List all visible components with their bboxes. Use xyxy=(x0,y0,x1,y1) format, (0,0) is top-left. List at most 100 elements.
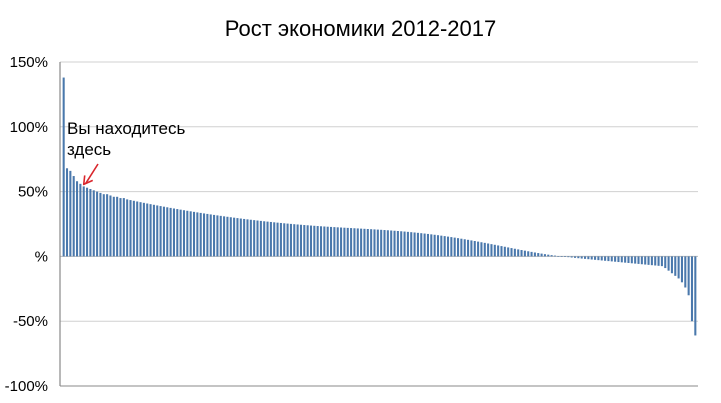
bar xyxy=(306,225,309,257)
bar xyxy=(493,244,496,257)
bar xyxy=(604,256,607,261)
bar xyxy=(594,256,597,260)
bar xyxy=(497,245,500,257)
bar xyxy=(216,215,219,257)
bar xyxy=(597,256,600,261)
bar xyxy=(343,227,346,257)
bar xyxy=(577,256,580,259)
annotation-arrow-shaft xyxy=(85,163,99,184)
bar xyxy=(213,214,216,257)
bar xyxy=(530,251,533,257)
bar xyxy=(116,196,119,257)
y-tick-label: % xyxy=(35,248,48,265)
bar xyxy=(356,228,359,257)
bar xyxy=(366,229,369,257)
bar xyxy=(136,201,139,257)
y-tick-label: 50% xyxy=(18,184,48,201)
bar xyxy=(169,207,172,257)
bar xyxy=(540,253,543,257)
bar xyxy=(309,225,313,257)
bar xyxy=(293,224,296,257)
bar xyxy=(503,246,506,257)
bar xyxy=(650,256,653,266)
bar xyxy=(236,218,239,257)
bar xyxy=(640,256,643,265)
bar xyxy=(96,191,99,257)
bar xyxy=(149,204,152,257)
bar xyxy=(406,231,409,257)
bar xyxy=(303,225,306,257)
bar xyxy=(383,230,386,257)
bar xyxy=(323,226,326,257)
bar xyxy=(570,256,573,258)
bar xyxy=(229,217,232,257)
annotation-text-line-1: Вы находитесь xyxy=(67,119,185,138)
bar xyxy=(453,237,456,257)
bar xyxy=(273,222,276,257)
bar xyxy=(122,198,125,257)
bar xyxy=(410,232,413,257)
bar xyxy=(483,242,486,257)
bar xyxy=(72,176,75,257)
bar xyxy=(523,250,526,257)
bar xyxy=(172,208,175,257)
bar xyxy=(139,202,142,257)
annotation: Вы находитесь здесь xyxy=(67,119,185,186)
bar xyxy=(443,236,446,257)
bar xyxy=(186,210,189,257)
bar xyxy=(346,227,349,257)
bar xyxy=(510,248,513,257)
bar xyxy=(62,77,65,257)
bar xyxy=(426,233,429,257)
bar xyxy=(670,256,673,274)
bar xyxy=(376,229,379,257)
bar xyxy=(547,254,550,257)
bar xyxy=(360,228,363,257)
bar xyxy=(159,206,162,257)
bar xyxy=(513,248,516,257)
bar xyxy=(396,230,399,257)
bar xyxy=(370,229,373,257)
bar xyxy=(142,202,145,257)
bar xyxy=(192,211,196,257)
bar xyxy=(614,256,617,262)
bar xyxy=(457,238,460,257)
bar xyxy=(132,200,135,257)
bar xyxy=(109,195,112,257)
bar xyxy=(373,229,376,257)
bar xyxy=(607,256,610,262)
bar xyxy=(436,235,440,257)
y-tick-labels: 150% 100% 50%% -50% -100% xyxy=(5,54,48,395)
bar xyxy=(630,256,633,264)
bar xyxy=(413,232,416,257)
bar xyxy=(573,256,577,258)
bar xyxy=(219,215,222,257)
bar xyxy=(537,253,540,257)
bar xyxy=(563,256,567,257)
bar xyxy=(470,240,473,257)
bar xyxy=(420,233,423,257)
bar xyxy=(253,220,256,257)
bar xyxy=(446,236,450,257)
bar xyxy=(239,218,242,257)
bar xyxy=(487,243,490,257)
bar xyxy=(550,255,553,257)
bar xyxy=(269,221,272,257)
bar xyxy=(289,223,292,257)
axes xyxy=(59,62,698,387)
bar xyxy=(76,181,79,257)
bar xyxy=(296,224,299,257)
bar xyxy=(430,234,433,257)
bar xyxy=(553,255,556,257)
bar xyxy=(353,228,356,257)
bar xyxy=(690,256,694,322)
bar xyxy=(102,194,105,257)
bar xyxy=(416,232,419,257)
bar xyxy=(674,256,677,276)
bar xyxy=(560,256,563,257)
bar xyxy=(527,251,530,257)
bar xyxy=(259,220,262,257)
bar xyxy=(627,256,630,263)
